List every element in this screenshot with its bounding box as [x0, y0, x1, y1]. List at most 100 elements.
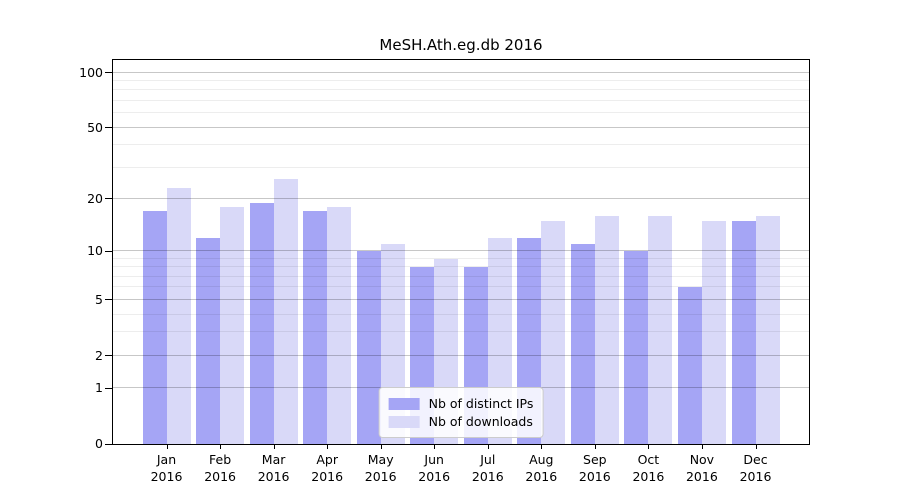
bar-distinct-ips-nov [677, 287, 702, 444]
bar-downloads-sep [594, 216, 619, 444]
x-tick-oct [648, 445, 650, 449]
x-tick-jun [434, 445, 436, 449]
bar-distinct-ips-may [356, 251, 381, 444]
x-tick-label-dec: Dec 2016 [726, 451, 786, 485]
x-tick-month-jul: Jul [480, 452, 496, 467]
minor-gridline-40 [113, 144, 809, 146]
bar-downloads-jan [166, 188, 191, 444]
x-tick-label-feb: Feb 2016 [190, 451, 250, 485]
major-gridline-20 [113, 197, 809, 199]
x-tick-label-may: May 2016 [351, 451, 411, 485]
y-tick-10 [105, 250, 112, 252]
x-tick-month-may: May [367, 452, 394, 467]
x-tick-month-apr: Apr [316, 452, 338, 467]
x-tick-year-nov: 2016 [685, 469, 718, 484]
x-tick-label-nov: Nov 2016 [672, 451, 732, 485]
x-tick-month-feb: Feb [209, 452, 232, 467]
bar-downloads-feb [220, 207, 245, 444]
bar-downloads-oct [648, 216, 673, 444]
x-tick-month-nov: Nov [689, 452, 715, 467]
bar-distinct-ips-sep [570, 244, 595, 444]
x-tick-mar [273, 445, 275, 449]
y-tick-50 [105, 127, 112, 128]
x-tick-month-mar: Mar [261, 452, 286, 467]
x-tick-jan [166, 445, 168, 449]
minor-gridline-7 [113, 275, 809, 277]
major-gridline-2 [113, 354, 809, 356]
minor-gridline-60 [113, 112, 809, 114]
bar-distinct-ips-oct [624, 251, 649, 444]
chart-title: MeSH.Ath.eg.db 2016 [379, 36, 543, 54]
bar-downloads-nov [701, 220, 726, 444]
minor-gridline-80 [113, 89, 809, 91]
y-tick-label-50: 50 [87, 119, 103, 135]
x-tick-year-aug: 2016 [525, 469, 558, 484]
minor-gridline-6 [113, 286, 809, 288]
x-tick-may [380, 445, 382, 449]
x-tick-label-aug: Aug 2016 [511, 451, 571, 485]
x-tick-label-jul: Jul 2016 [458, 451, 518, 485]
x-tick-feb [220, 445, 222, 449]
x-tick-year-may: 2016 [364, 469, 397, 484]
major-gridline-100 [113, 71, 809, 73]
minor-gridline-90 [113, 79, 809, 81]
x-tick-year-apr: 2016 [311, 469, 344, 484]
x-tick-year-jun: 2016 [418, 469, 451, 484]
x-tick-label-apr: Apr 2016 [297, 451, 357, 485]
x-tick-nov [701, 445, 703, 449]
x-tick-year-dec: 2016 [739, 469, 772, 484]
y-tick-5 [105, 299, 112, 301]
minor-gridline-3 [113, 331, 809, 333]
x-tick-label-mar: Mar 2016 [244, 451, 304, 485]
major-gridline-5 [113, 298, 809, 300]
x-tick-month-dec: Dec [743, 452, 768, 467]
minor-gridline-8 [113, 266, 809, 268]
y-tick-20 [105, 198, 112, 200]
bar-distinct-ips-feb [196, 237, 221, 444]
y-tick-100 [105, 72, 112, 73]
x-tick-dec [755, 445, 757, 449]
y-tick-label-1: 1 [95, 380, 103, 396]
x-tick-year-feb: 2016 [204, 469, 236, 484]
minor-gridline-30 [113, 166, 809, 168]
y-tick-0 [105, 443, 112, 445]
legend-label-distinct-ips: Nb of distinct IPs [428, 396, 534, 411]
x-tick-aug [541, 445, 543, 449]
x-tick-year-oct: 2016 [632, 469, 665, 484]
y-tick-label-10: 10 [87, 243, 103, 258]
x-tick-month-jun: Jun [424, 452, 444, 467]
x-tick-jul [487, 445, 489, 449]
bar-distinct-ips-dec [731, 220, 756, 444]
x-tick-month-jan: Jan [156, 452, 177, 467]
legend-swatch-distinct-ips-icon [388, 397, 420, 410]
x-tick-year-jul: 2016 [471, 469, 504, 484]
x-tick-year-jan: 2016 [150, 469, 183, 484]
legend-label-downloads: Nb of downloads [428, 414, 533, 429]
minor-gridline-70 [113, 99, 809, 101]
minor-gridline-9 [113, 257, 809, 259]
y-tick-1 [105, 387, 112, 389]
major-gridline-50 [113, 126, 809, 128]
legend-swatch-downloads-icon [388, 415, 420, 428]
y-tick-label-0: 0 [95, 436, 103, 451]
x-tick-month-sep: Sep [583, 452, 607, 467]
x-tick-label-jan: Jan 2016 [137, 451, 197, 485]
x-tick-apr [327, 445, 329, 449]
bar-distinct-ips-jan [142, 211, 167, 444]
bar-downloads-dec [755, 216, 780, 444]
bar-downloads-aug [541, 220, 566, 444]
legend-row-distinct-ips: Nb of distinct IPs [388, 396, 534, 411]
legend: Nb of distinct IPs Nb of downloads [378, 387, 544, 438]
legend-row-downloads: Nb of downloads [388, 414, 534, 429]
x-tick-year-sep: 2016 [578, 469, 611, 484]
y-tick-2 [105, 355, 112, 357]
plot-area: Nb of distinct IPs Nb of downloads [112, 59, 810, 445]
bar-distinct-ips-apr [303, 211, 328, 444]
x-tick-label-sep: Sep 2016 [565, 451, 625, 485]
y-tick-label-2: 2 [95, 347, 103, 363]
x-tick-year-mar: 2016 [257, 469, 290, 484]
x-tick-sep [594, 445, 596, 449]
y-tick-label-5: 5 [95, 291, 103, 307]
minor-gridline-4 [113, 313, 809, 315]
